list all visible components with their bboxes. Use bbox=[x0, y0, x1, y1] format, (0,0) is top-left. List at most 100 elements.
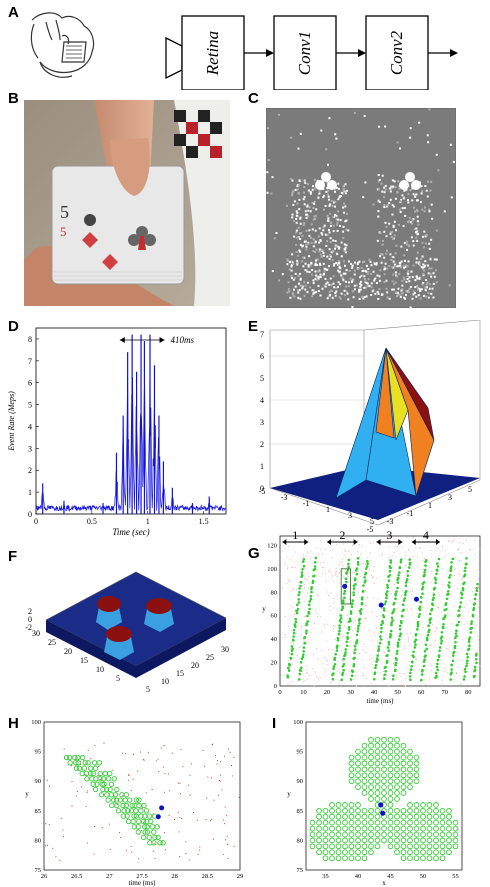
noise-event bbox=[341, 635, 343, 637]
retina-event bbox=[306, 291, 309, 294]
noise-event bbox=[450, 657, 452, 659]
noise-event bbox=[287, 579, 289, 581]
green-event bbox=[298, 587, 301, 590]
green-event bbox=[433, 802, 439, 808]
green-event bbox=[298, 590, 301, 594]
noise-event bbox=[281, 674, 283, 676]
noise-event bbox=[326, 623, 328, 625]
retina-event bbox=[391, 186, 394, 189]
green-event bbox=[299, 580, 303, 584]
retina-event bbox=[422, 274, 425, 277]
retina-event bbox=[403, 296, 406, 299]
noise-event bbox=[289, 649, 291, 651]
noise-event bbox=[109, 848, 111, 850]
noise-event bbox=[222, 853, 224, 855]
green-event bbox=[329, 837, 335, 844]
retina-event bbox=[392, 238, 395, 240]
noise-event bbox=[371, 658, 373, 659]
noise-event bbox=[447, 672, 448, 674]
green-event bbox=[347, 628, 351, 631]
club-shape-1 bbox=[315, 172, 337, 190]
noise-event bbox=[359, 575, 361, 577]
green-event bbox=[399, 632, 402, 635]
green-event bbox=[461, 588, 465, 592]
retina-event bbox=[328, 212, 331, 215]
retina-event bbox=[345, 228, 348, 231]
retina-event bbox=[316, 258, 319, 261]
green-event bbox=[440, 642, 443, 645]
retina-event bbox=[312, 279, 315, 282]
noise-event bbox=[336, 575, 338, 577]
noise-event bbox=[306, 672, 308, 674]
retina-event bbox=[378, 201, 381, 204]
green-event bbox=[148, 818, 154, 825]
green-event bbox=[397, 576, 400, 580]
retina-event bbox=[401, 207, 404, 210]
noise-event bbox=[226, 844, 228, 846]
noise-event bbox=[316, 676, 317, 678]
green-event bbox=[379, 638, 383, 641]
retina-event bbox=[383, 273, 386, 276]
retina-event bbox=[375, 263, 378, 266]
green-event bbox=[300, 666, 303, 670]
noise-event bbox=[426, 634, 428, 636]
noise-event bbox=[360, 553, 362, 555]
noise-event bbox=[207, 776, 209, 778]
green-event bbox=[297, 598, 300, 601]
retina-event bbox=[338, 266, 341, 269]
noise-event bbox=[158, 826, 160, 827]
noise-event bbox=[326, 640, 328, 642]
retina-event bbox=[434, 269, 437, 272]
retina-event bbox=[346, 292, 349, 295]
green-event bbox=[452, 837, 459, 844]
green-event bbox=[449, 574, 452, 577]
retina-event bbox=[402, 265, 405, 268]
noise-event bbox=[410, 568, 412, 570]
green-event bbox=[123, 792, 129, 798]
green-event bbox=[348, 772, 355, 779]
retina-event bbox=[388, 222, 391, 225]
green-event bbox=[446, 831, 452, 838]
retina-event bbox=[393, 180, 396, 183]
noise-event bbox=[362, 673, 364, 675]
z-tick-label: 0 bbox=[28, 615, 32, 624]
y-tick-label: 4 bbox=[28, 422, 32, 431]
right-tick-label: 15 bbox=[176, 669, 184, 678]
retina-event bbox=[328, 258, 331, 260]
retina-event bbox=[401, 194, 404, 197]
noise-event bbox=[293, 589, 295, 591]
retina-event bbox=[351, 263, 354, 266]
green-event bbox=[130, 818, 136, 825]
retina-event bbox=[325, 190, 328, 193]
retina-event bbox=[308, 234, 311, 237]
noise-event bbox=[336, 570, 337, 572]
green-event bbox=[394, 748, 400, 755]
noise-event bbox=[284, 564, 286, 566]
green-event bbox=[295, 609, 298, 613]
noise-event bbox=[164, 832, 165, 834]
noise-event bbox=[386, 611, 388, 612]
retina-event bbox=[363, 286, 366, 289]
retina-event bbox=[321, 233, 324, 236]
retina-event bbox=[405, 264, 408, 267]
noise-event bbox=[189, 774, 191, 776]
retina-event bbox=[396, 141, 399, 144]
noise-event bbox=[357, 642, 359, 644]
z-tick-label: 7 bbox=[260, 330, 264, 339]
retina-event bbox=[402, 276, 405, 279]
retina-event bbox=[297, 192, 300, 195]
green-event bbox=[361, 748, 368, 755]
retina-event bbox=[396, 191, 399, 194]
retina-event bbox=[378, 179, 381, 181]
retina-event bbox=[342, 272, 345, 275]
noise-event bbox=[456, 588, 458, 590]
green-event bbox=[288, 662, 291, 666]
noise-event bbox=[460, 617, 462, 619]
retina-label: Retina bbox=[203, 31, 222, 76]
noise-event bbox=[307, 536, 309, 538]
green-event bbox=[73, 760, 79, 766]
retina-event bbox=[296, 259, 299, 262]
green-event bbox=[447, 584, 450, 587]
retina-event bbox=[311, 289, 314, 292]
noise-event bbox=[103, 742, 105, 744]
